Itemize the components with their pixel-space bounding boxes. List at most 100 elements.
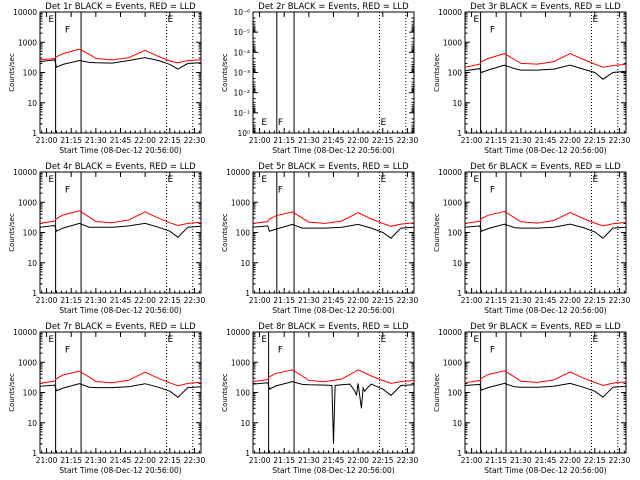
y-tick-label: 10⁻² <box>233 89 250 98</box>
x-tick-label: 22:15 <box>584 456 606 465</box>
x-tick-label: 21:45 <box>535 136 557 145</box>
y-tick-label: 1 <box>32 289 37 298</box>
y-tick-label: 10⁻⁵ <box>233 28 250 37</box>
events-series-line <box>464 223 627 239</box>
x-axis-label: Start Time (08-Dec-12 20:56:00) <box>484 466 606 475</box>
event-marker-F: F <box>490 26 495 36</box>
event-marker-F: F <box>278 186 283 196</box>
x-tick-label: 22:00 <box>559 296 581 305</box>
y-tick-label: 10000 <box>13 8 37 17</box>
y-axis-label: Counts/sec <box>8 213 16 252</box>
event-marker-F: F <box>278 346 283 356</box>
x-axis-label: Start Time (08-Dec-12 20:56:00) <box>59 146 181 155</box>
x-tick-label: 22:30 <box>397 136 419 145</box>
panel-title: Det 2r BLACK = Events, RED = LLD <box>258 2 409 12</box>
x-tick-label: 21:15 <box>60 296 82 305</box>
x-tick-label: 22:15 <box>372 456 394 465</box>
event-marker-E: E <box>381 175 387 185</box>
x-tick-label: 22:00 <box>347 296 369 305</box>
events-series-line <box>252 381 415 444</box>
event-marker-F: F <box>490 186 495 196</box>
y-tick-label: 10⁻¹ <box>233 109 250 118</box>
lld-series-line <box>252 211 415 227</box>
y-tick-label: 100 <box>23 229 38 238</box>
y-tick-label: 10000 <box>438 168 462 177</box>
x-tick-label: 22:15 <box>372 136 394 145</box>
y-tick-label: 1 <box>245 449 250 458</box>
x-tick-label: 22:00 <box>134 456 156 465</box>
panel-title: Det 4r BLACK = Events, RED = LLD <box>45 162 196 172</box>
x-axis-label: Start Time (08-Dec-12 20:56:00) <box>272 466 394 475</box>
y-tick-label: 100 <box>448 389 463 398</box>
x-tick-label: 22:00 <box>559 136 581 145</box>
y-axis-label: Counts/sec <box>433 213 441 252</box>
lld-series-line <box>39 210 202 227</box>
x-tick-label: 21:30 <box>298 296 320 305</box>
x-tick-label: 21:30 <box>85 296 107 305</box>
y-axis-label: Counts/sec <box>221 373 229 412</box>
x-tick-label: 22:00 <box>559 456 581 465</box>
x-tick-label: 21:45 <box>323 296 345 305</box>
x-tick-label: 22:30 <box>397 296 419 305</box>
x-tick-label: 21:00 <box>36 136 58 145</box>
y-tick-label: 100 <box>448 229 463 238</box>
events-series-line <box>39 57 202 70</box>
y-tick-label: 10000 <box>13 168 37 177</box>
event-marker-E: E <box>473 15 479 25</box>
lld-series-line <box>464 210 627 227</box>
y-tick-label: 1000 <box>231 198 250 207</box>
x-tick-label: 22:15 <box>159 296 181 305</box>
event-marker-F: F <box>65 186 70 196</box>
y-tick-label: 1000 <box>443 38 462 47</box>
lld-series-line <box>39 48 202 64</box>
x-tick-label: 21:00 <box>461 296 483 305</box>
y-tick-label: 10⁻⁴ <box>233 48 250 57</box>
event-marker-E: E <box>261 175 267 185</box>
y-tick-label: 10⁻⁶ <box>233 8 250 17</box>
y-tick-label: 100 <box>236 389 251 398</box>
event-marker-E: E <box>381 118 387 128</box>
y-tick-label: 1 <box>245 289 250 298</box>
event-marker-E: E <box>261 118 267 128</box>
x-axis-label: Start Time (08-Dec-12 20:56:00) <box>59 466 181 475</box>
y-axis-label: Counts/sec <box>433 53 441 92</box>
x-tick-label: 21:30 <box>510 296 532 305</box>
x-tick-label: 22:30 <box>609 136 631 145</box>
event-marker-E: E <box>48 15 54 25</box>
lld-series-line <box>464 53 627 68</box>
y-tick-label: 1 <box>32 129 37 138</box>
event-marker-E: E <box>168 175 174 185</box>
event-marker-F: F <box>65 26 70 36</box>
event-marker-E: E <box>593 15 599 25</box>
x-tick-label: 21:45 <box>110 456 132 465</box>
x-tick-label: 21:45 <box>535 456 557 465</box>
event-marker-F: F <box>278 118 283 128</box>
x-tick-label: 21:15 <box>273 136 295 145</box>
x-tick-label: 21:00 <box>461 456 483 465</box>
y-tick-label: 10 <box>240 259 250 268</box>
x-tick-label: 21:45 <box>535 296 557 305</box>
y-tick-label: 10000 <box>438 328 462 337</box>
y-axis-label: Counts/sec <box>8 373 16 412</box>
event-marker-E: E <box>48 175 54 185</box>
y-tick-label: 1 <box>457 449 462 458</box>
x-tick-label: 21:45 <box>110 136 132 145</box>
x-tick-label: 21:00 <box>249 456 271 465</box>
event-marker-E: E <box>593 175 599 185</box>
x-tick-label: 22:00 <box>347 136 369 145</box>
y-tick-label: 1000 <box>231 358 250 367</box>
x-tick-label: 21:30 <box>510 456 532 465</box>
y-axis-label: Counts/sec <box>221 53 229 92</box>
x-tick-label: 21:45 <box>323 136 345 145</box>
x-tick-label: 22:30 <box>184 136 206 145</box>
events-series-line <box>39 222 202 238</box>
x-tick-label: 21:15 <box>485 456 507 465</box>
x-tick-label: 22:00 <box>134 296 156 305</box>
event-marker-E: E <box>168 335 174 345</box>
x-tick-label: 21:15 <box>485 296 507 305</box>
